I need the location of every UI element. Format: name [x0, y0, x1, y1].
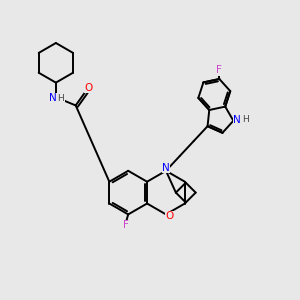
Text: N: N: [49, 94, 57, 103]
Text: O: O: [84, 82, 93, 93]
Text: F: F: [123, 220, 129, 230]
Text: O: O: [166, 212, 174, 221]
Text: H: H: [242, 115, 249, 124]
Text: N: N: [162, 163, 170, 173]
Text: N: N: [233, 115, 241, 125]
Text: F: F: [216, 65, 222, 75]
Text: H: H: [58, 94, 64, 103]
